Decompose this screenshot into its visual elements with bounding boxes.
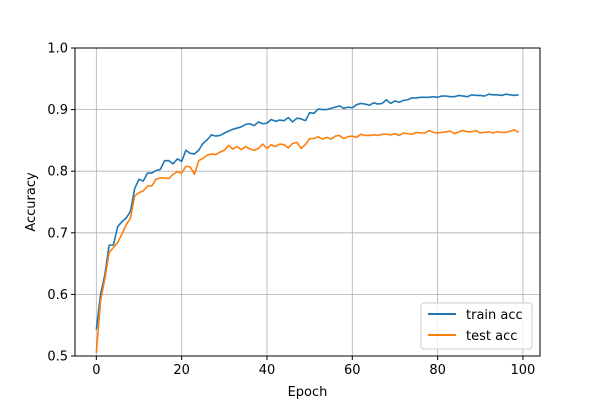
y-tick-label: 0.6 <box>47 288 68 303</box>
series-line-train-acc <box>95 93 519 330</box>
plot-frame <box>74 47 541 357</box>
legend-label-test: test acc <box>466 329 517 344</box>
y-axis-label: Accuracy <box>24 172 39 232</box>
y-tick-label: 0.7 <box>47 226 68 241</box>
x-tick-label: 20 <box>173 363 190 378</box>
y-axis-ticks: 0.5 0.6 0.7 0.8 0.9 1.0 <box>47 42 75 365</box>
x-tick-label: 40 <box>259 363 276 378</box>
series-line-test-acc <box>95 129 520 353</box>
y-tick-label: 0.8 <box>47 165 68 180</box>
y-tick-label: 1.0 <box>47 42 68 57</box>
legend-label-train: train acc <box>466 308 523 323</box>
x-tick-label: 100 <box>511 363 536 378</box>
x-axis-label: Epoch <box>288 385 328 400</box>
y-tick-label: 0.9 <box>47 103 68 118</box>
legend: train acc test acc <box>420 302 533 350</box>
series-lines <box>95 93 520 353</box>
x-tick-label: 80 <box>429 363 446 378</box>
x-axis-ticks: 0 20 40 60 80 100 <box>92 356 535 378</box>
y-tick-label: 0.5 <box>47 350 68 365</box>
x-tick-label: 60 <box>344 363 361 378</box>
x-tick-label: 0 <box>92 363 100 378</box>
